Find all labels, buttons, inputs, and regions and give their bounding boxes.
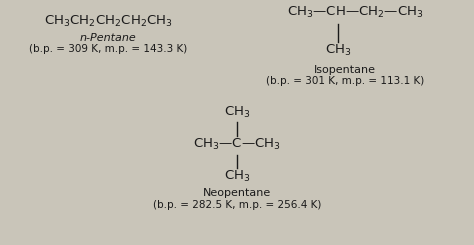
Text: CH$_3$: CH$_3$ xyxy=(224,105,250,120)
Text: CH$_3$: CH$_3$ xyxy=(325,43,351,58)
Text: CH$_3$—CH—CH$_2$—CH$_3$: CH$_3$—CH—CH$_2$—CH$_3$ xyxy=(287,5,423,20)
Text: CH$_3$—C—CH$_3$: CH$_3$—C—CH$_3$ xyxy=(193,137,281,152)
Text: Isopentane: Isopentane xyxy=(314,65,376,75)
Text: CH$_3$: CH$_3$ xyxy=(224,169,250,184)
Text: CH$_3$CH$_2$CH$_2$CH$_2$CH$_3$: CH$_3$CH$_2$CH$_2$CH$_2$CH$_3$ xyxy=(44,14,173,29)
Text: n-Pentane: n-Pentane xyxy=(80,33,137,43)
Text: Neopentane: Neopentane xyxy=(203,188,271,198)
Text: (b.p. = 301 K, m.p. = 113.1 K): (b.p. = 301 K, m.p. = 113.1 K) xyxy=(266,76,424,86)
Text: (b.p. = 309 K, m.p. = 143.3 K): (b.p. = 309 K, m.p. = 143.3 K) xyxy=(29,44,187,54)
Text: (b.p. = 282.5 K, m.p. = 256.4 K): (b.p. = 282.5 K, m.p. = 256.4 K) xyxy=(153,200,321,210)
